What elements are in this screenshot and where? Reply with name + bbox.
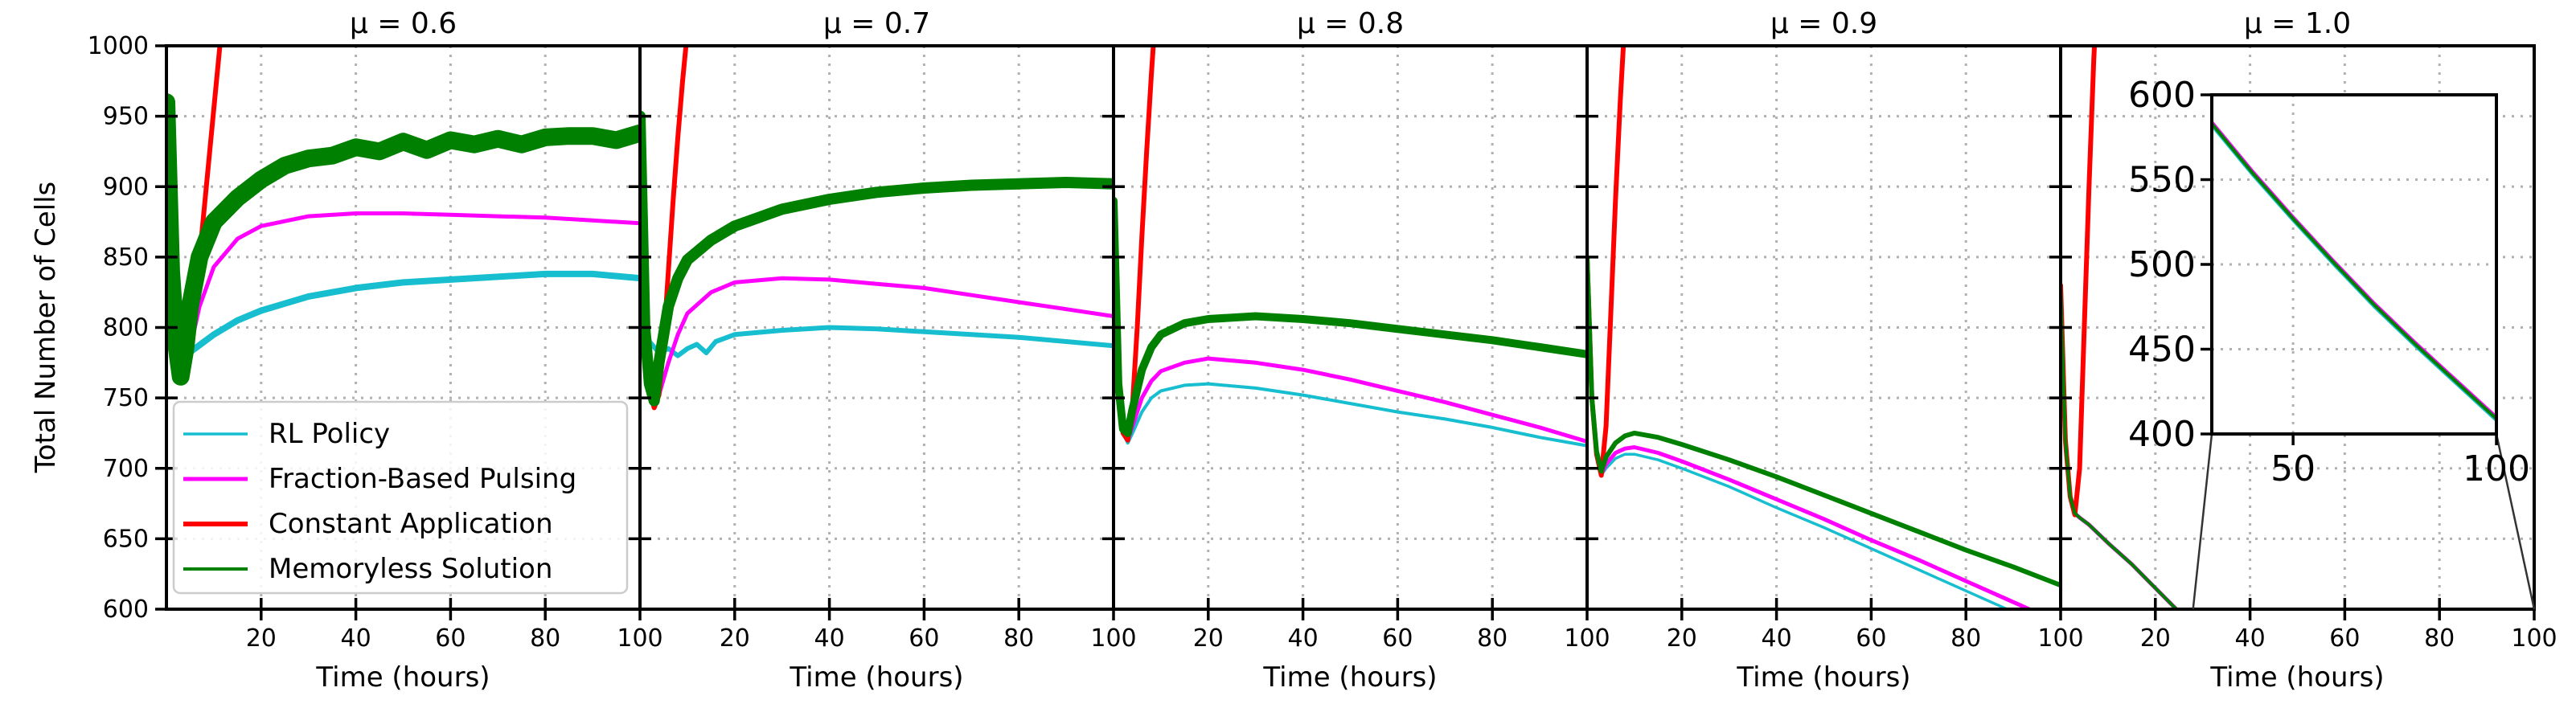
y-tick-label: 700 — [103, 455, 149, 483]
x-tick-label: 20 — [1193, 624, 1224, 653]
inset-x-tick-label: 50 — [2270, 448, 2316, 489]
y-tick-label: 750 — [103, 384, 149, 412]
series-group — [640, 46, 1114, 411]
x-tick-label: 60 — [2329, 624, 2360, 653]
series-band-mem — [640, 110, 1114, 407]
series-group — [166, 46, 640, 386]
panel-2: 20 40 60 80 100 Time (hours) μ = 0.7 — [629, 7, 1137, 694]
series-band-mem — [1587, 254, 2061, 588]
x-tick-label: 100 — [2511, 624, 2557, 653]
y-tick-label: 600 — [103, 596, 149, 624]
series-line-frac — [1587, 255, 2034, 609]
x-tick-label: 100 — [2037, 624, 2083, 653]
panel-1: 600 650 700 750 800 850 900 950 1000 20 40 60 80 100 T… — [88, 7, 663, 694]
x-axis-label: Time (hours) — [1736, 661, 1910, 694]
series-line-rl — [1587, 256, 2011, 609]
inset-y-tick-label: 450 — [2128, 329, 2196, 370]
legend: RL Policy Fraction-Based Pulsing Constant … — [172, 400, 629, 595]
legend-label-frac: Fraction-Based Pulsing — [269, 463, 576, 495]
panel-title: μ = 0.7 — [823, 7, 930, 40]
x-tick-label: 40 — [341, 624, 371, 653]
x-tick-label: 40 — [1762, 624, 1792, 653]
panel-title: μ = 0.8 — [1297, 7, 1404, 40]
inset-x-tick-label: 100 — [2463, 448, 2530, 489]
series-line-mem — [166, 100, 640, 379]
series-line-mem — [1114, 199, 1587, 435]
x-axis-label: Time (hours) — [1262, 661, 1437, 694]
series-line-mem — [2061, 283, 2179, 609]
inset-connector — [2192, 433, 2213, 610]
y-tick-label: 1000 — [88, 32, 149, 60]
series-line-mem — [1587, 255, 2061, 587]
series-group — [1114, 46, 1587, 448]
inset-y-tick-label: 500 — [2128, 244, 2196, 285]
x-tick-label: 20 — [2140, 624, 2171, 653]
x-tick-label: 80 — [1003, 624, 1034, 653]
x-tick-label: 80 — [530, 624, 560, 653]
x-axis-label: Time (hours) — [2209, 661, 2384, 694]
x-axis-label: Time (hours) — [789, 661, 963, 694]
x-tick-label: 80 — [1477, 624, 1507, 653]
series-group — [1587, 46, 2061, 609]
y-tick-label: 800 — [103, 314, 149, 342]
x-tick-label: 100 — [617, 624, 662, 653]
x-tick-label: 40 — [1288, 624, 1319, 653]
panel-5: 20 40 60 80 100 Time (hours) μ = 1.0 400 450 500 5… — [2049, 7, 2558, 694]
x-tick-label: 40 — [2235, 624, 2266, 653]
inset-connector — [2495, 433, 2536, 610]
inset-y-tick-label: 400 — [2128, 414, 2196, 455]
x-tick-label: 100 — [1090, 624, 1136, 653]
x-axis-label: Time (hours) — [315, 661, 490, 694]
legend-label-const: Constant Application — [269, 508, 553, 540]
x-tick-label: 80 — [2424, 624, 2455, 653]
legend-label-mem: Memoryless Solution — [269, 553, 552, 585]
series-band-rl — [166, 268, 640, 359]
y-axis-label: Total Number of Cells — [30, 182, 62, 473]
inset-y-tick-label: 550 — [2128, 160, 2196, 201]
panel-title: μ = 1.0 — [2244, 7, 2351, 40]
panel-title: μ = 0.9 — [1770, 7, 1877, 40]
series-line-frac — [640, 114, 1114, 407]
x-tick-label: 80 — [1950, 624, 1981, 653]
legend-label-rl: RL Policy — [269, 418, 390, 450]
y-tick-label: 650 — [103, 525, 149, 553]
x-tick-label: 40 — [814, 624, 845, 653]
panel-4: 20 40 60 80 100 Time (hours) μ = 0.9 — [1576, 7, 2084, 694]
y-tick-label: 900 — [103, 173, 149, 201]
panel-3: 20 40 60 80 100 Time (hours) μ = 0.8 — [1102, 7, 1610, 694]
x-tick-label: 60 — [1856, 624, 1886, 653]
y-tick-label: 850 — [103, 244, 149, 272]
series-line-mem — [640, 114, 1114, 403]
inset: 400 450 500 550 600 50 100 — [2128, 75, 2536, 610]
x-tick-label: 60 — [1382, 624, 1413, 653]
x-tick-label: 20 — [720, 624, 750, 653]
x-tick-label: 100 — [1564, 624, 1610, 653]
series-line-rl — [640, 284, 1114, 358]
y-tick-label: 950 — [103, 103, 149, 131]
x-tick-label: 60 — [435, 624, 466, 653]
x-tick-label: 20 — [246, 624, 277, 653]
x-tick-label: 60 — [909, 624, 939, 653]
inset-series-mem — [2210, 122, 2498, 420]
x-tick-label: 20 — [1667, 624, 1697, 653]
panel-title: μ = 0.6 — [350, 7, 457, 40]
legend-box — [172, 400, 629, 595]
inset-y-tick-label: 600 — [2128, 75, 2196, 116]
